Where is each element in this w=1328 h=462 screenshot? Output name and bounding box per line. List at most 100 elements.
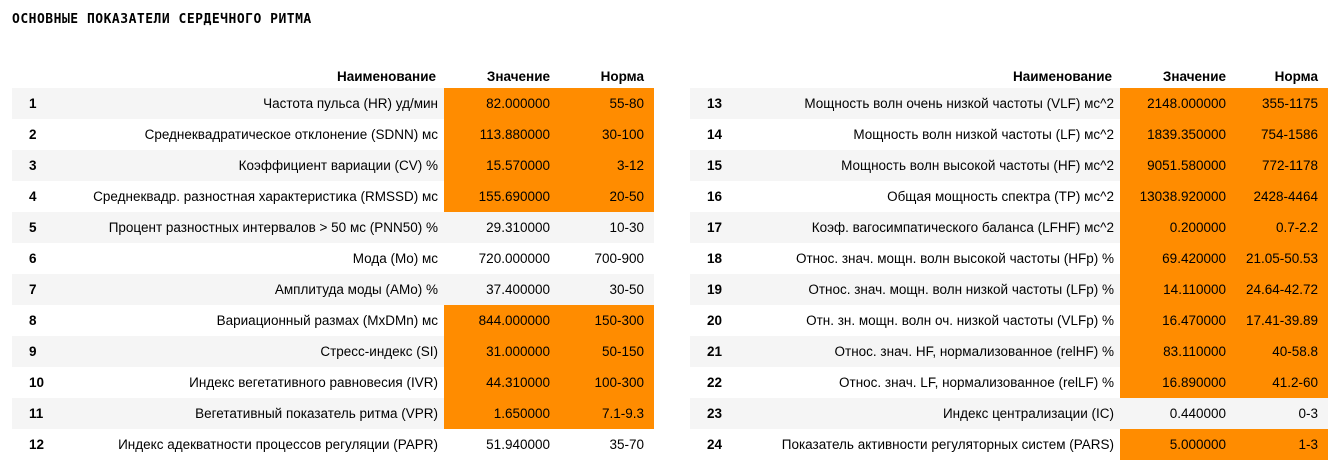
table-row: 3 Коэффициент вариации (CV) % 15.570000 3-1… (12, 150, 654, 181)
row-value: 720.000000 (444, 243, 564, 274)
row-value: 37.400000 (444, 274, 564, 305)
row-norm: 0-3 (1240, 398, 1328, 429)
row-value: 155.690000 (444, 181, 564, 212)
row-index: 10 (12, 367, 72, 398)
row-value: 83.110000 (1120, 336, 1240, 367)
table-row: 6 Мода (Mo) мс 720.000000 700-900 (12, 243, 654, 274)
row-index: 16 (690, 181, 740, 212)
row-index: 15 (690, 150, 740, 181)
index-header (690, 65, 740, 88)
table-body-right: 13 Мощность волн очень низкой частоты (VL… (690, 88, 1328, 460)
row-name: Вариационный размах (MxDMn) мс (72, 305, 444, 336)
indicators-table-right: Наименование Значение Норма 13 Мощность в… (690, 65, 1328, 460)
table-row: 12 Индекс адекватности процессов регуляци… (12, 429, 654, 460)
value-header: Значение (1120, 65, 1240, 88)
row-norm: 21.05-50.53 (1240, 243, 1328, 274)
row-name: Мощность волн высокой частоты (HF) мс^2 (740, 150, 1120, 181)
row-index: 22 (690, 367, 740, 398)
row-index: 7 (12, 274, 72, 305)
row-norm: 17.41-39.89 (1240, 305, 1328, 336)
row-name: Стресс-индекс (SI) (72, 336, 444, 367)
norm-header: Норма (564, 65, 654, 88)
row-value: 16.890000 (1120, 367, 1240, 398)
row-norm: 754-1586 (1240, 119, 1328, 150)
row-name: Процент разностных интервалов > 50 мс (P… (72, 212, 444, 243)
row-index: 19 (690, 274, 740, 305)
row-norm: 40-58.8 (1240, 336, 1328, 367)
row-name: Индекс централизации (IC) (740, 398, 1120, 429)
row-norm: 30-100 (564, 119, 654, 150)
table-row: 15 Мощность волн высокой частоты (HF) мс^… (690, 150, 1328, 181)
row-norm: 700-900 (564, 243, 654, 274)
row-norm: 355-1175 (1240, 88, 1328, 119)
row-value: 31.000000 (444, 336, 564, 367)
row-norm: 100-300 (564, 367, 654, 398)
row-norm: 150-300 (564, 305, 654, 336)
table-row: 2 Среднеквадратическое отклонение (SDNN) … (12, 119, 654, 150)
table-row: 24 Показатель активности регуляторных сис… (690, 429, 1328, 460)
table-row: 10 Индекс вегетативного равновесия (IVR) 4… (12, 367, 654, 398)
row-index: 14 (690, 119, 740, 150)
row-name: Относ. знач. HF, нормализованное (relHF)… (740, 336, 1120, 367)
table-row: 4 Среднеквадр. разностная характеристика … (12, 181, 654, 212)
row-value: 9051.580000 (1120, 150, 1240, 181)
row-norm: 41.2-60 (1240, 367, 1328, 398)
table-row: 8 Вариационный размах (MxDMn) мс 844.00000… (12, 305, 654, 336)
row-name: Вегетативный показатель ритма (VPR) (72, 398, 444, 429)
row-index: 2 (12, 119, 72, 150)
row-index: 12 (12, 429, 72, 460)
row-value: 82.000000 (444, 88, 564, 119)
row-index: 23 (690, 398, 740, 429)
row-name: Общая мощность спектра (TP) мс^2 (740, 181, 1120, 212)
page-title: ОСНОВНЫЕ ПОКАЗАТЕЛИ СЕРДЕЧНОГО РИТМА (12, 12, 312, 27)
row-value: 1839.350000 (1120, 119, 1240, 150)
table-row: 11 Вегетативный показатель ритма (VPR) 1.6… (12, 398, 654, 429)
row-name: Отн. зн. мощн. волн оч. низкой частоты (… (740, 305, 1120, 336)
row-name: Индекс вегетативного равновесия (IVR) (72, 367, 444, 398)
row-name: Мода (Mo) мс (72, 243, 444, 274)
table-row: 19 Относ. знач. мощн. волн низкой частоты… (690, 274, 1328, 305)
row-index: 6 (12, 243, 72, 274)
row-index: 1 (12, 88, 72, 119)
row-norm: 35-70 (564, 429, 654, 460)
row-index: 17 (690, 212, 740, 243)
row-norm: 7.1-9.3 (564, 398, 654, 429)
row-index: 18 (690, 243, 740, 274)
row-name: Относ. знач. LF, нормализованное (relLF)… (740, 367, 1120, 398)
row-index: 8 (12, 305, 72, 336)
row-name: Индекс адекватности процессов регуляции … (72, 429, 444, 460)
row-name: Показатель активности регуляторных систе… (740, 429, 1120, 460)
row-index: 5 (12, 212, 72, 243)
row-value: 15.570000 (444, 150, 564, 181)
row-index: 24 (690, 429, 740, 460)
row-name: Коэф. вагосимпатического баланса (LFHF) … (740, 212, 1120, 243)
row-index: 4 (12, 181, 72, 212)
row-value: 14.110000 (1120, 274, 1240, 305)
row-norm: 2428-4464 (1240, 181, 1328, 212)
row-name: Мощность волн низкой частоты (LF) мс^2 (740, 119, 1120, 150)
row-name: Амплитуда моды (AMo) % (72, 274, 444, 305)
row-norm: 50-150 (564, 336, 654, 367)
row-value: 16.470000 (1120, 305, 1240, 336)
table-header-row: Наименование Значение Норма (690, 65, 1328, 88)
row-value: 5.000000 (1120, 429, 1240, 460)
norm-header: Норма (1240, 65, 1328, 88)
row-norm: 24.64-42.72 (1240, 274, 1328, 305)
row-value: 844.000000 (444, 305, 564, 336)
table-row: 20 Отн. зн. мощн. волн оч. низкой частоты… (690, 305, 1328, 336)
row-name: Частота пульса (HR) уд/мин (72, 88, 444, 119)
row-norm: 10-30 (564, 212, 654, 243)
table-body-left: 1 Частота пульса (HR) уд/мин 82.000000 55-8… (12, 88, 654, 460)
table-row: 23 Индекс централизации (IC) 0.440000 0-3 (690, 398, 1328, 429)
table-row: 21 Относ. знач. HF, нормализованное (relH… (690, 336, 1328, 367)
row-value: 69.420000 (1120, 243, 1240, 274)
row-norm: 30-50 (564, 274, 654, 305)
row-value: 2148.000000 (1120, 88, 1240, 119)
row-norm: 1-3 (1240, 429, 1328, 460)
row-index: 9 (12, 336, 72, 367)
name-header: Наименование (740, 65, 1120, 88)
row-index: 11 (12, 398, 72, 429)
row-value: 51.940000 (444, 429, 564, 460)
table-row: 5 Процент разностных интервалов > 50 мс (… (12, 212, 654, 243)
table-header-row: Наименование Значение Норма (12, 65, 654, 88)
